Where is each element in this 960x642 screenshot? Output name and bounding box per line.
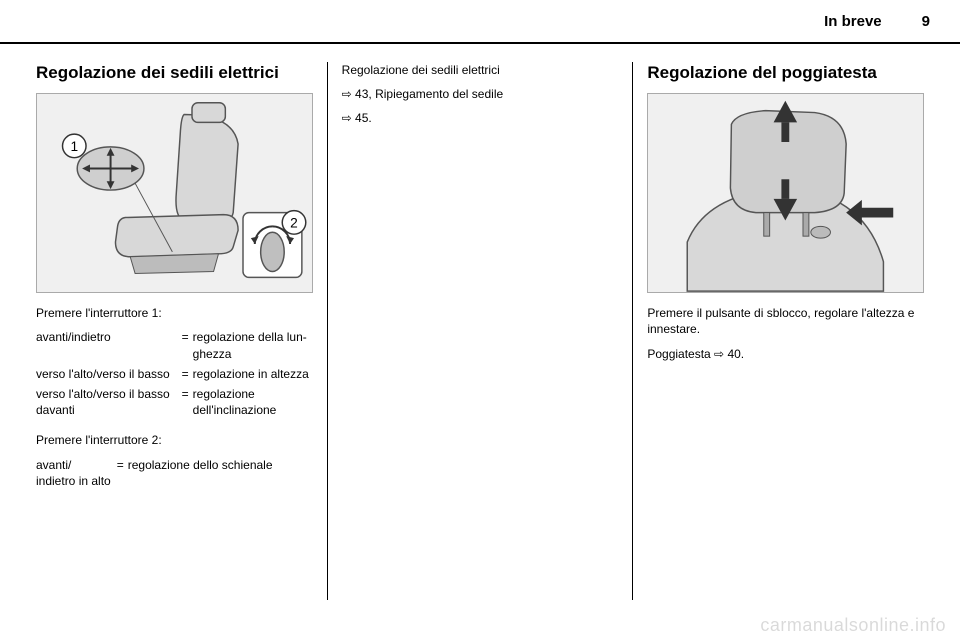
headrest-illustration (647, 93, 924, 293)
illus-label-1: 1 (70, 139, 78, 154)
switch1-definitions: avanti/indietro = regolazione della lun­… (36, 329, 313, 422)
manual-page: In breve 9 Regolazione dei sedili elettr… (0, 0, 960, 642)
def-left: avanti/indietro (36, 329, 178, 365)
def-eq: = (178, 329, 193, 365)
def-left: verso l'alto/verso il basso davanti (36, 386, 178, 422)
def-eq: = (178, 366, 193, 386)
watermark: carmanualsonline.info (760, 615, 946, 636)
col3-heading: Regolazione del poggiatesta (647, 62, 924, 83)
content-columns: Regolazione dei sedili elettrici (0, 44, 960, 600)
page-header: In breve 9 (0, 0, 960, 44)
def-right: regolazione in altezza (193, 366, 313, 386)
table-row: avanti/indietro = regolazione della lun­… (36, 329, 313, 365)
col2-line1: Regolazione dei sedili elettrici (342, 62, 619, 78)
col3-caption1: Premere il pulsante di sblocco, rego­lar… (647, 305, 924, 337)
col1-pretable2: Premere l'interruttore 2: (36, 432, 313, 448)
def-eq: = (113, 457, 128, 493)
table-row: avanti/ indietro in alto = regolazione d… (36, 457, 275, 493)
col1-heading: Regolazione dei sedili elettrici (36, 62, 313, 83)
column-3: Regolazione del poggiatesta (632, 62, 938, 600)
col1-pretable1: Premere l'interruttore 1: (36, 305, 313, 321)
page-number: 9 (922, 13, 930, 30)
illus-label-2: 2 (290, 216, 298, 231)
def-left: verso l'alto/verso il basso (36, 366, 178, 386)
def-right: regolazione dell'inclina­zione (193, 386, 313, 422)
table-row: verso l'alto/verso il basso = regolazion… (36, 366, 313, 386)
header-section-title: In breve (824, 13, 882, 30)
col2-line2: ⇨ 43, Ripiegamento del sedile (342, 86, 619, 102)
switch2-definitions: avanti/ indietro in alto = regolazione d… (36, 457, 275, 493)
col3-caption2: Poggiatesta ⇨ 40. (647, 346, 924, 362)
seat-adjust-illustration: 1 2 (36, 93, 313, 293)
def-left: avanti/ indietro in alto (36, 457, 113, 493)
table-row: verso l'alto/verso il basso davanti = re… (36, 386, 313, 422)
def-right: regolazione dello schienale (128, 457, 275, 493)
def-eq: = (178, 386, 193, 422)
column-2: Regolazione dei sedili elettrici ⇨ 43, R… (327, 62, 633, 600)
col2-line3: ⇨ 45. (342, 110, 619, 126)
column-1: Regolazione dei sedili elettrici (22, 62, 327, 600)
def-right: regolazione della lun­ghezza (193, 329, 313, 365)
